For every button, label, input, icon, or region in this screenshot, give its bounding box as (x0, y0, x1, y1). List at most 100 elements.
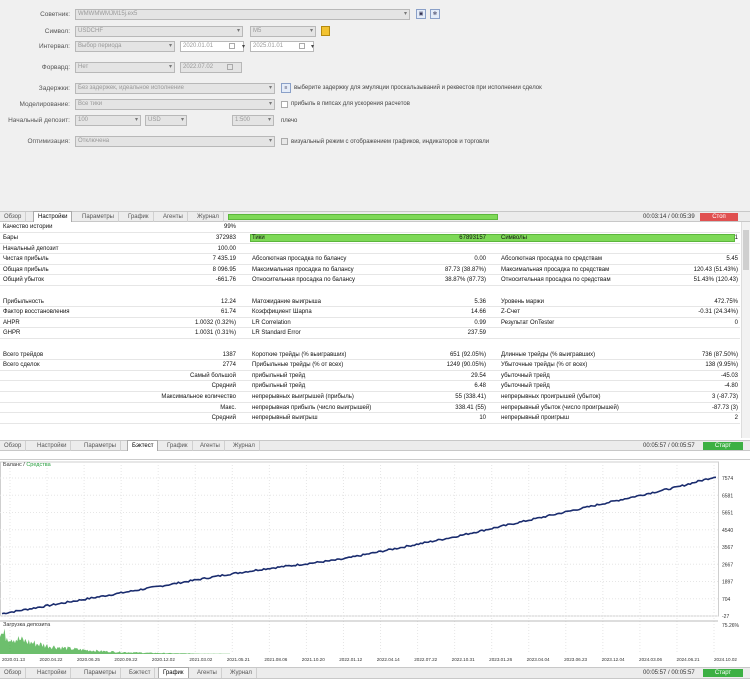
pips-profit-checkbox[interactable] (281, 101, 288, 108)
x-tick-label: 2022.10.31 (452, 657, 475, 662)
symbol-properties-icon[interactable] (321, 26, 330, 36)
tab-agents[interactable]: Агенты (159, 212, 188, 222)
tab-overview[interactable]: Обзор (0, 212, 27, 222)
result-label: Абсолютная просадка по балансу (252, 256, 347, 263)
result-label: убыточный трейд (501, 383, 550, 390)
tab-chart[interactable]: График (163, 441, 193, 451)
currency-select[interactable]: USD (145, 115, 187, 126)
calendar-icon[interactable] (227, 64, 233, 70)
deposit-field[interactable]: 100 (75, 115, 141, 126)
table-row: Средний непрерывный выигрыш 10 непрерывный … (0, 413, 740, 424)
result-value: 1.0031 (0.31%) (194, 330, 236, 337)
stop-button[interactable]: Стоп (700, 213, 738, 221)
modeling-select[interactable]: Все тики (75, 99, 275, 110)
tab-chart[interactable]: График (158, 667, 189, 678)
tab-settings[interactable]: Настройки (33, 441, 72, 451)
result-value: 1.0032 (0.32%) (194, 319, 236, 326)
gear-icon[interactable]: ✻ (430, 9, 440, 19)
result-value: 0 (734, 319, 738, 326)
result-value: 736 (87.50%) (701, 351, 738, 358)
date-from-field[interactable]: 2020.01.01 (180, 41, 244, 52)
result-label: Абсолютная просадка по средствам (501, 256, 602, 263)
result-value: 61.74 (220, 309, 236, 316)
delay-info-icon[interactable]: ≡ (281, 83, 291, 93)
x-tick-label: 2022.01.12 (339, 657, 362, 662)
x-tick-label: 2023.04.04 (527, 657, 550, 662)
tab-backtest[interactable]: Бэктест (127, 440, 159, 451)
result-label: Матожидание выигрыша (252, 298, 321, 305)
history-quality-bar (250, 234, 735, 242)
visual-mode-checkbox[interactable] (281, 138, 288, 145)
tab-journal[interactable]: Журнал (193, 212, 224, 222)
tab-settings[interactable]: Настройки (33, 211, 73, 222)
tab-parameters[interactable]: Параметры (80, 441, 121, 451)
x-tick-label: 2020.09.22 (114, 657, 137, 662)
tab-overview[interactable]: Обзор (0, 441, 27, 451)
tab-overview[interactable]: Обзор (0, 668, 27, 678)
result-value: 237.59 (467, 330, 486, 337)
symbol-select[interactable]: USDCHF (75, 26, 243, 37)
result-label: Всего сделок (3, 362, 40, 369)
tab-agents[interactable]: Агенты (196, 441, 225, 451)
tab-journal[interactable]: Журнал (229, 441, 260, 451)
result-label: Z-Счет (501, 309, 520, 316)
result-value: -661.76 (215, 277, 236, 284)
result-value: 2774 (222, 362, 236, 369)
advisor-select[interactable]: WMWMWMJM15j.ex5 (75, 9, 410, 20)
result-value: 1387 (222, 351, 236, 358)
mid-tab-bar: Обзор Настройки Параметры Бэктест График… (0, 440, 750, 451)
table-row: Максимальное количество непрерывных выигр… (0, 392, 740, 403)
tab-settings[interactable]: Настройки (33, 668, 72, 678)
result-value: 5.36 (474, 298, 486, 305)
result-label: Общая прибыль (3, 266, 49, 273)
result-value: 10 (479, 415, 486, 422)
y-tick-label: 2667 (722, 562, 733, 568)
x-tick-label: 2021.03.02 (189, 657, 212, 662)
result-label: Максимальная просадка по балансу (252, 266, 354, 273)
x-tick-label: 2020.01.13 (2, 657, 25, 662)
x-tick-label: 2023.01.26 (489, 657, 512, 662)
result-label: GHPR (3, 330, 21, 337)
tab-parameters[interactable]: Параметры (80, 668, 121, 678)
result-value: 472.75% (714, 298, 738, 305)
x-tick-label: 2021.05.21 (227, 657, 250, 662)
delays-select[interactable]: Без задержек, идеальное исполнение (75, 83, 275, 94)
result-value: 29.54 (470, 372, 486, 379)
leverage-select[interactable]: 1:500 (232, 115, 274, 126)
result-label: Результат OnTester (501, 319, 555, 326)
result-label: LR Standard Error (252, 330, 301, 337)
tab-journal[interactable]: Журнал (226, 668, 257, 678)
table-row: Начальный депозит 100.00 (0, 244, 740, 255)
delays-note: выберите задержку для эмуляции проскальз… (294, 85, 542, 91)
result-value: 338.41 (55) (455, 404, 486, 411)
result-label: Средний (211, 415, 236, 422)
tab-chart[interactable]: График (124, 212, 154, 222)
table-row: Прибыльность 12.24 Матожидание выигрыша 5.3… (0, 297, 740, 308)
result-label: Уровень маржи (501, 298, 544, 305)
tab-agents[interactable]: Агенты (193, 668, 222, 678)
start-button[interactable]: Старт (703, 669, 743, 677)
result-label: Убыточные трейды (% от всех) (501, 362, 588, 369)
forward-select[interactable]: Нет (75, 62, 175, 73)
period-select[interactable]: M5 (250, 26, 316, 37)
result-label: Длинные трейды (% выигравших) (501, 351, 596, 358)
tab-parameters[interactable]: Параметры (78, 212, 119, 222)
calendar-icon[interactable] (299, 43, 305, 49)
deposit-label: Начальный депозит: (8, 117, 70, 124)
calendar-icon[interactable] (229, 43, 235, 49)
date-to-field[interactable]: 2025.01.01 (250, 41, 314, 52)
scrollbar-thumb[interactable] (743, 230, 749, 270)
history-quality-row: Качество истории 99% (0, 222, 740, 233)
forward-label: Форвард: (41, 64, 70, 71)
elapsed-timer: 00:05:57 / 00:05:57 (643, 670, 695, 676)
tab-backtest[interactable]: Бэктест (125, 668, 156, 678)
edit-icon[interactable]: ▣ (416, 9, 426, 19)
interval-select[interactable]: Выбор периода (75, 41, 175, 52)
optimization-select[interactable]: Отключена (75, 136, 275, 147)
x-tick-label: 2023.06.23 (564, 657, 587, 662)
start-button[interactable]: Старт (703, 442, 743, 450)
results-scrollbar[interactable] (741, 222, 750, 438)
x-tick-label: 2020.12.02 (152, 657, 175, 662)
result-value: 55 (338.41) (455, 394, 486, 400)
forward-date-field[interactable]: 2022.07.02 (180, 62, 242, 73)
